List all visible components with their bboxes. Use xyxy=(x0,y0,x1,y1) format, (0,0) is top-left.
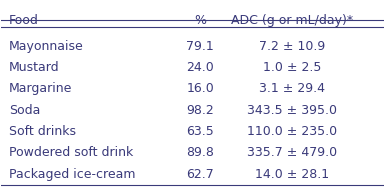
Text: 24.0: 24.0 xyxy=(186,61,214,74)
Text: 63.5: 63.5 xyxy=(186,125,214,138)
Text: Food: Food xyxy=(9,14,39,28)
Text: 1.0 ± 2.5: 1.0 ± 2.5 xyxy=(263,61,321,74)
Text: 98.2: 98.2 xyxy=(186,104,214,117)
Text: Soda: Soda xyxy=(9,104,40,117)
Text: 79.1: 79.1 xyxy=(186,40,214,53)
Text: Mayonnaise: Mayonnaise xyxy=(9,40,84,53)
Text: 14.0 ± 28.1: 14.0 ± 28.1 xyxy=(255,168,329,181)
Text: Powdered soft drink: Powdered soft drink xyxy=(9,146,133,159)
Text: 335.7 ± 479.0: 335.7 ± 479.0 xyxy=(247,146,337,159)
Text: 3.1 ± 29.4: 3.1 ± 29.4 xyxy=(259,82,325,95)
Text: 110.0 ± 235.0: 110.0 ± 235.0 xyxy=(247,125,337,138)
Text: ADC (g or mL/day)*: ADC (g or mL/day)* xyxy=(231,14,353,28)
Text: 16.0: 16.0 xyxy=(186,82,214,95)
Text: Margarine: Margarine xyxy=(9,82,72,95)
Text: Packaged ice-cream: Packaged ice-cream xyxy=(9,168,136,181)
Text: 7.2 ± 10.9: 7.2 ± 10.9 xyxy=(259,40,325,53)
Text: 89.8: 89.8 xyxy=(186,146,214,159)
Text: Mustard: Mustard xyxy=(9,61,60,74)
Text: Soft drinks: Soft drinks xyxy=(9,125,76,138)
Text: %: % xyxy=(194,14,206,28)
Text: 62.7: 62.7 xyxy=(186,168,214,181)
Text: 343.5 ± 395.0: 343.5 ± 395.0 xyxy=(247,104,337,117)
